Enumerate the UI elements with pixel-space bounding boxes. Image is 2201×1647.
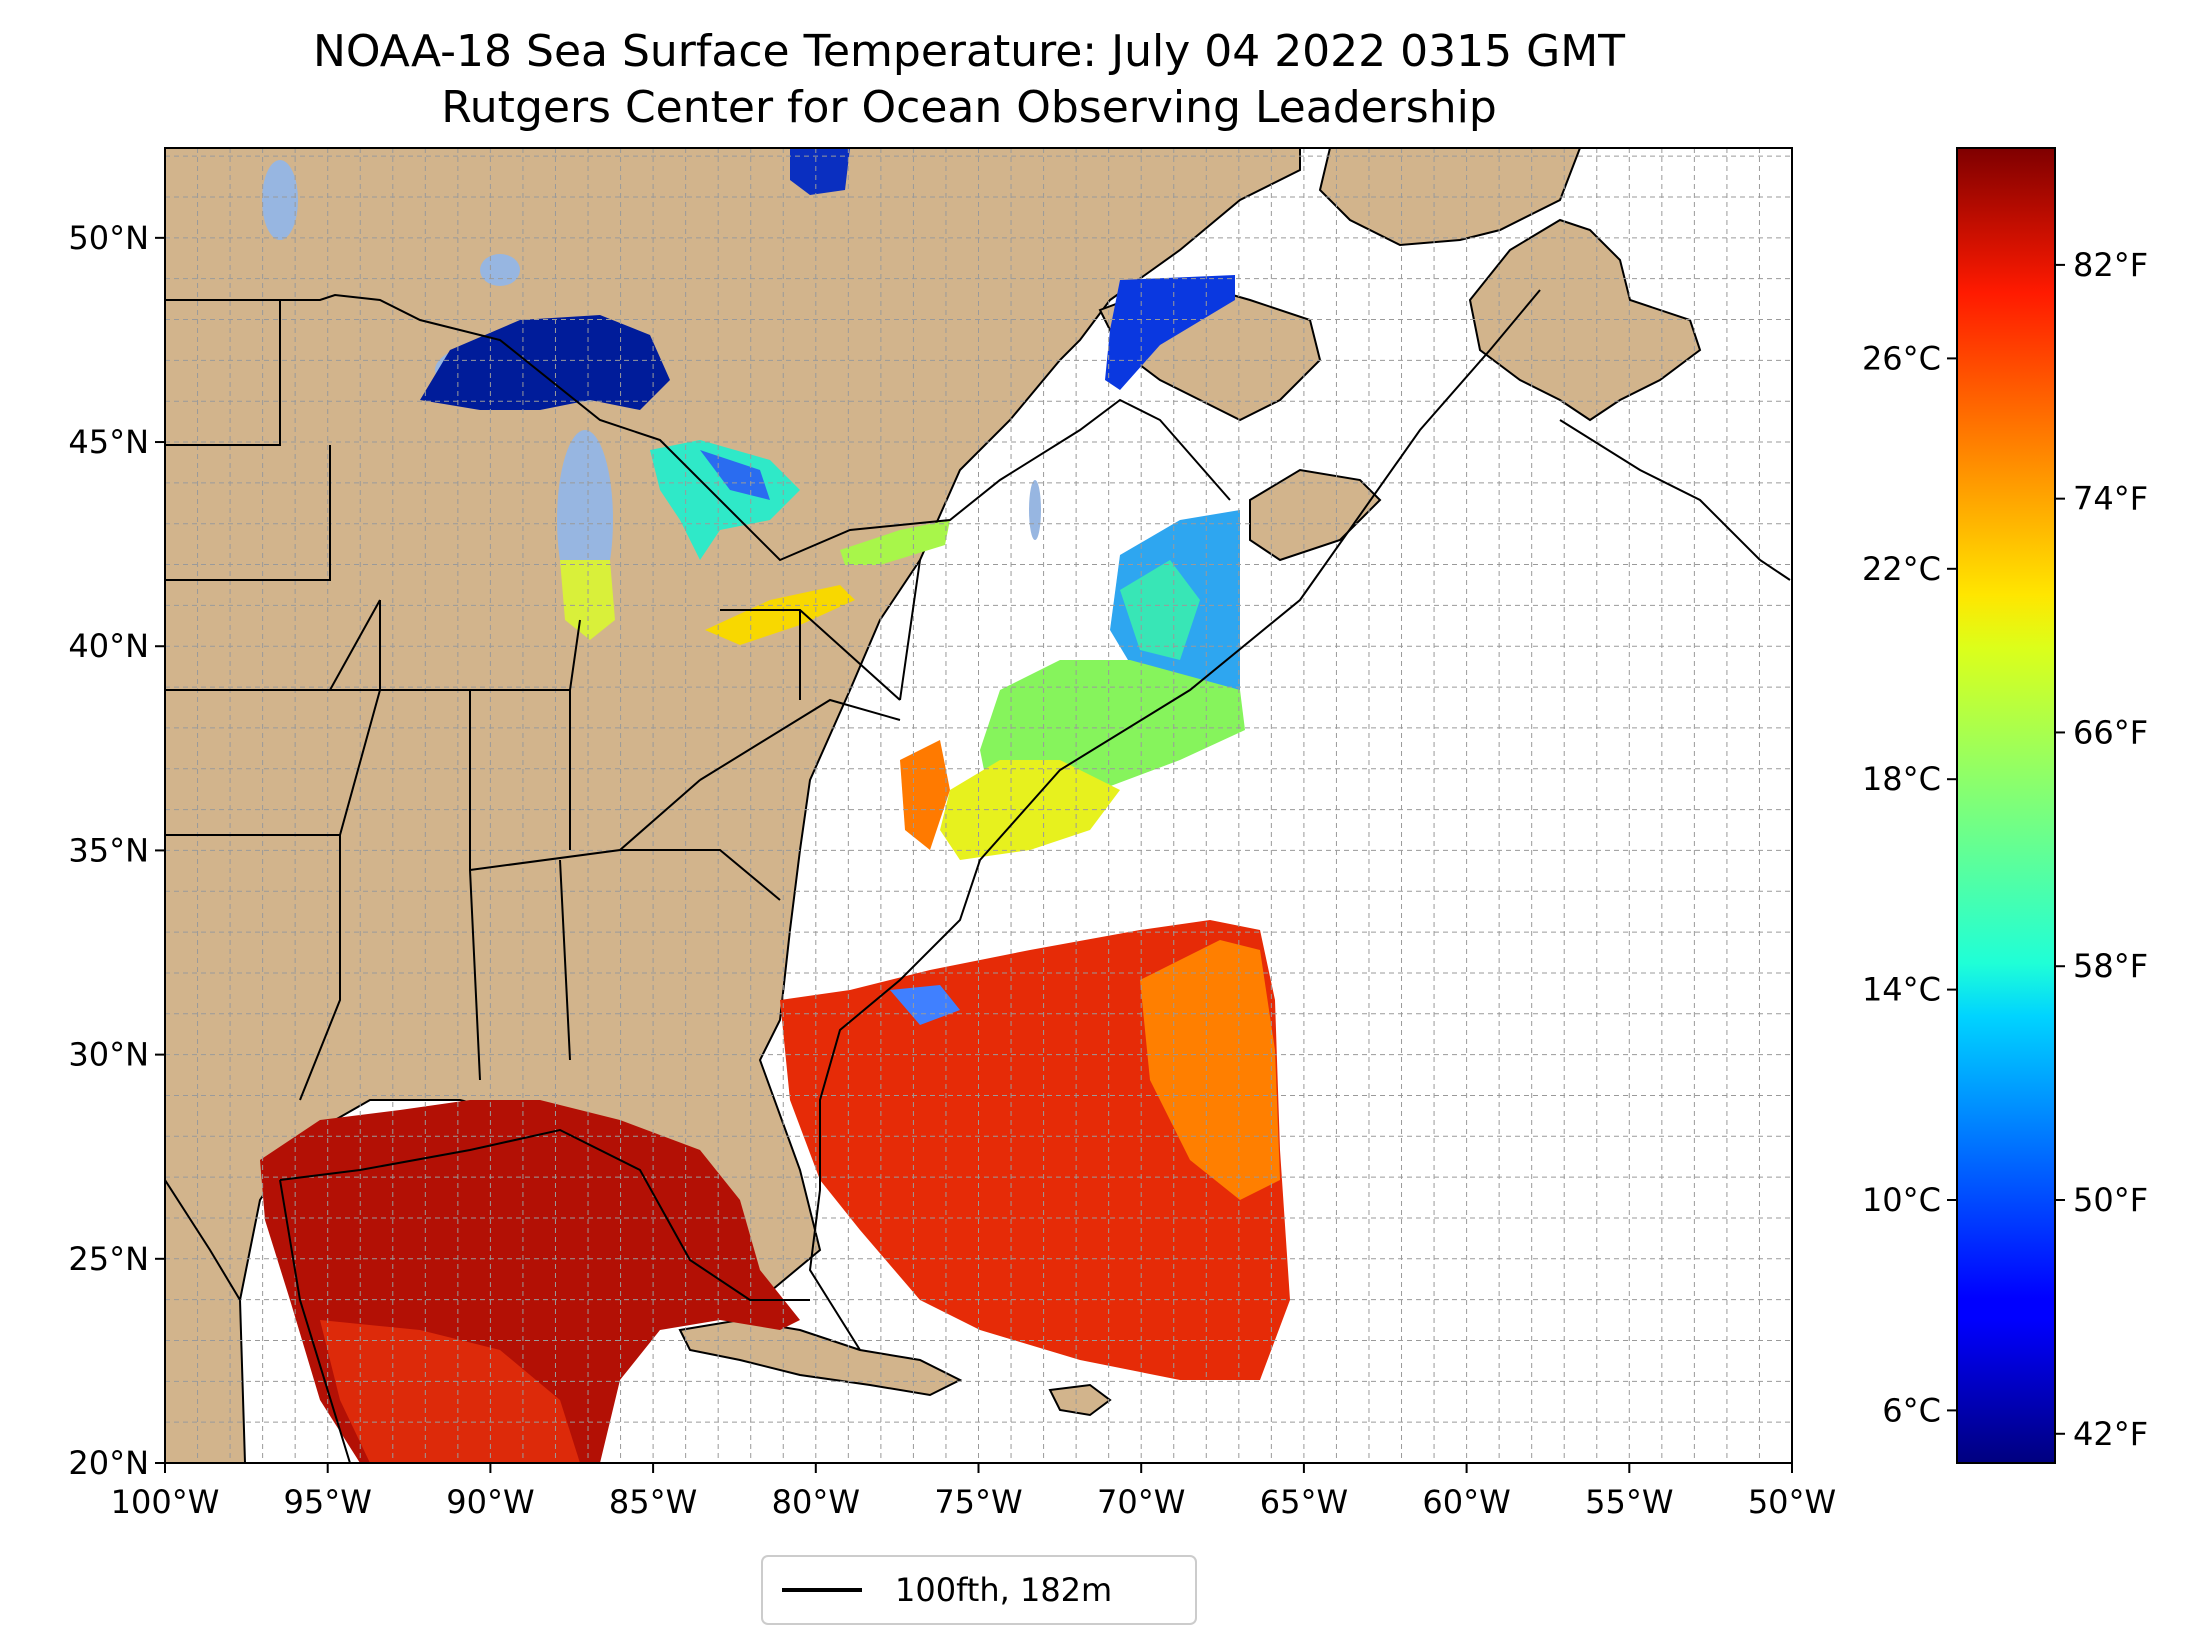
land-hispaniola	[1048, 1383, 1112, 1417]
sst-cold-eddy	[890, 985, 960, 1025]
legend-label: 100fth, 182m	[895, 1571, 1112, 1609]
grid	[165, 148, 1792, 1463]
sst-hudson-bay-tip	[790, 148, 850, 195]
lake-winnipeg	[262, 160, 298, 240]
political-borders	[165, 293, 1231, 1301]
map-panel: 100°W 95°W 90°W 85°W 80°W 75°W 70°W 65°W 60°W 55°…	[68, 147, 1836, 1521]
title-line-1: NOAA-18 Sea Surface Temperature: July 04…	[313, 26, 1625, 77]
fahrenheit-tick-label: 66°F	[2073, 713, 2148, 751]
colorbar-fahrenheit-axis: 42°F 50°F 58°F 66°F 74°F 82°F	[2055, 246, 2148, 1453]
legend: 100fth, 182m	[761, 1555, 1197, 1625]
lat-tick-label: 40°N	[68, 627, 149, 665]
legend-box	[761, 1555, 1197, 1625]
lon-tick-label: 100°W	[111, 1483, 220, 1521]
celsius-tick-label: 6°C	[1882, 1391, 1941, 1429]
celsius-tick-label: 14°C	[1862, 971, 1941, 1009]
fahrenheit-tick-label: 58°F	[2073, 947, 2148, 985]
lake-nipigon	[480, 254, 520, 286]
isobath-gulf	[279, 1128, 810, 1463]
lon-tick-label: 65°W	[1260, 1483, 1348, 1521]
lon-tick-label: 90°W	[446, 1483, 534, 1521]
lat-tick-label: 50°N	[68, 219, 149, 257]
fahrenheit-tick-label: 82°F	[2073, 246, 2148, 284]
border-us-mexico	[165, 1179, 241, 1301]
land-labrador	[1318, 148, 1582, 247]
lat-tick-label: 30°N	[68, 1036, 149, 1074]
lon-tick-label: 50°W	[1748, 1483, 1836, 1521]
land-newfoundland	[1468, 218, 1702, 422]
sst-gulf-of-maine-green	[1120, 560, 1200, 660]
celsius-tick-label: 22°C	[1862, 550, 1941, 588]
sst-lake-michigan	[560, 560, 615, 640]
celsius-tick-label: 10°C	[1862, 1181, 1941, 1219]
lat-tick-label: 45°N	[68, 423, 149, 461]
sst-lake-huron-cold	[700, 450, 770, 500]
fahrenheit-tick-label: 74°F	[2073, 480, 2148, 518]
colorbar-celsius-axis: 6°C 10°C 14°C 18°C 22°C 26°C	[1862, 339, 1957, 1429]
lon-tick-label: 75°W	[934, 1483, 1022, 1521]
fahrenheit-tick-label: 50°F	[2073, 1181, 2148, 1219]
sst-st-lawrence	[1105, 275, 1235, 390]
lat-tick-label: 25°N	[68, 1240, 149, 1278]
border-states-1	[165, 300, 921, 1101]
sst-lake-superior	[420, 315, 670, 410]
celsius-tick-label: 26°C	[1862, 339, 1941, 377]
isobath-east-coast	[808, 289, 1541, 1351]
title-line-2: Rutgers Center for Ocean Observing Leade…	[441, 82, 1497, 133]
lat-tick-label: 35°N	[68, 831, 149, 869]
sst-lake-erie	[705, 585, 855, 645]
sst-lake-huron	[650, 440, 800, 560]
lon-tick-label: 60°W	[1422, 1483, 1510, 1521]
lat-tick-label: 20°N	[68, 1444, 149, 1482]
sst-south-atlantic-orange	[1140, 940, 1280, 1200]
land-cuba	[678, 1318, 963, 1397]
isobath-grand-banks	[1559, 419, 1791, 581]
land-nova-scotia	[1249, 468, 1382, 562]
border-us-canada	[165, 293, 1231, 562]
lon-tick-label: 70°W	[1097, 1483, 1185, 1521]
colorbar-gradient	[1956, 147, 2056, 1464]
colorbar: 6°C 10°C 14°C 18°C 22°C 26°C 42°F 50°F 58°F 66°F…	[1862, 147, 2148, 1464]
lon-tick-label: 95°W	[284, 1483, 372, 1521]
fahrenheit-tick-label: 42°F	[2073, 1415, 2148, 1453]
isobath-100fth	[279, 289, 1791, 1463]
longitude-axis: 100°W 95°W 90°W 85°W 80°W 75°W 70°W 65°W 60°W 55°…	[111, 1463, 1836, 1521]
lon-tick-label: 85°W	[609, 1483, 697, 1521]
sst-overlay	[260, 148, 1290, 1463]
celsius-tick-label: 18°C	[1862, 760, 1941, 798]
lake-champlain	[1029, 480, 1041, 540]
latitude-axis: 20°N 25°N 30°N 35°N 40°N 45°N 50°N	[68, 219, 165, 1482]
sst-gulf-of-mexico-red	[320, 1320, 580, 1463]
lon-tick-label: 55°W	[1585, 1483, 1673, 1521]
lon-tick-label: 80°W	[772, 1483, 860, 1521]
sst-lake-ontario	[840, 520, 950, 565]
sst-chesapeake	[900, 740, 950, 850]
